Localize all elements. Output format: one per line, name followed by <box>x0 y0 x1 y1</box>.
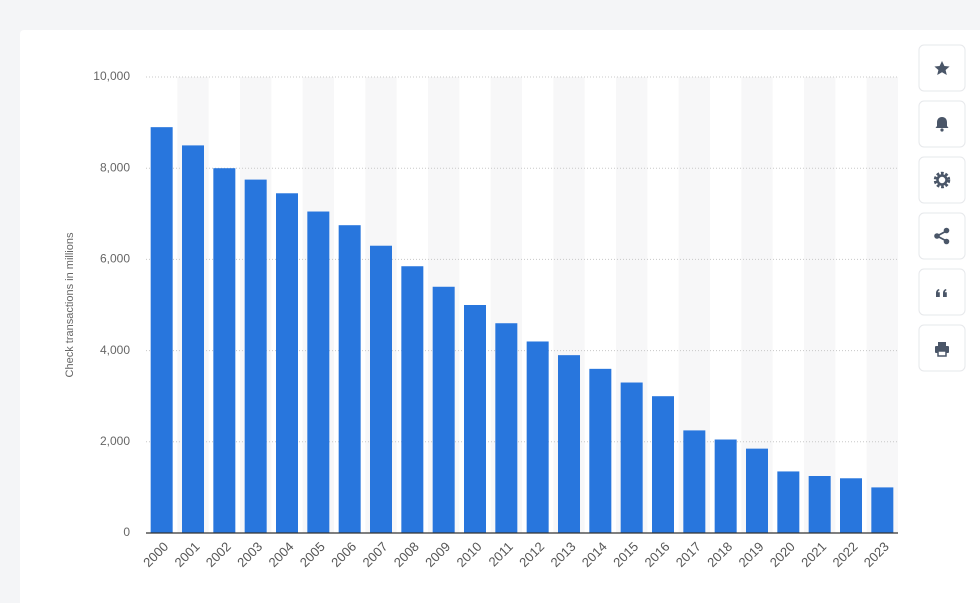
bar <box>558 355 580 533</box>
y-tick-label: 4,000 <box>100 343 130 357</box>
bar <box>840 478 862 533</box>
bar <box>338 225 361 533</box>
bar <box>464 305 486 533</box>
bar <box>652 396 674 533</box>
bar <box>276 193 298 533</box>
bar <box>495 323 518 533</box>
bar <box>150 127 173 533</box>
bar <box>526 341 549 533</box>
bar <box>370 245 392 533</box>
bar <box>683 430 706 533</box>
cite-button[interactable] <box>918 268 966 316</box>
bar <box>432 286 455 533</box>
settings-button[interactable] <box>918 156 966 204</box>
bar <box>589 368 612 533</box>
y-tick-label: 2,000 <box>100 434 130 448</box>
notification-button[interactable] <box>918 100 966 148</box>
y-tick-label: 10,000 <box>93 69 130 83</box>
column-stripe <box>866 77 898 533</box>
bar <box>777 471 800 533</box>
bar <box>213 168 236 533</box>
share-button[interactable] <box>918 212 966 260</box>
bar <box>871 487 894 533</box>
favorite-button[interactable] <box>918 44 966 92</box>
column-stripe <box>804 77 836 533</box>
y-axis-title: Check transactions in millions <box>64 232 76 377</box>
y-tick-label: 6,000 <box>100 252 130 266</box>
bar <box>746 448 768 533</box>
y-tick-label: 0 <box>123 525 130 539</box>
bar <box>182 145 204 533</box>
bar <box>714 439 737 533</box>
bar <box>307 211 330 533</box>
y-tick-label: 8,000 <box>100 160 130 174</box>
bar <box>620 382 643 533</box>
bar <box>401 266 424 533</box>
print-button[interactable] <box>918 324 966 372</box>
toolbar <box>918 44 966 372</box>
bar <box>808 476 831 533</box>
bar <box>244 179 267 533</box>
